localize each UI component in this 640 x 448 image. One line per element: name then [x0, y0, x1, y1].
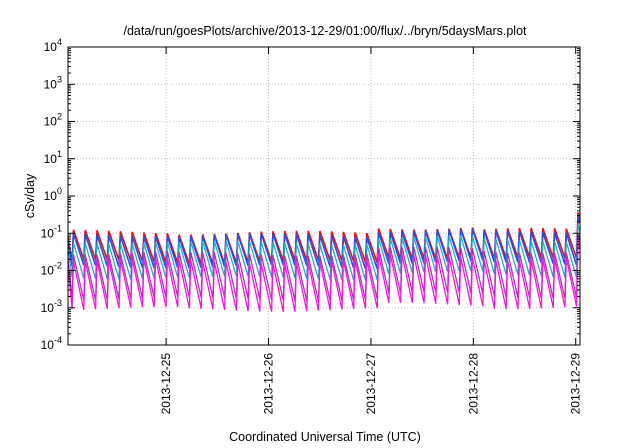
- y-tick-label: 102: [44, 112, 62, 129]
- y-tick-label: 10-3: [41, 298, 62, 315]
- plot-series: [67, 212, 581, 313]
- grid-lines: [68, 47, 580, 345]
- series-line-3: [67, 224, 581, 281]
- y-tick-label: 10-1: [41, 223, 62, 240]
- x-tick-label: 2013-12-25: [159, 353, 173, 415]
- x-tick-label: 2013-12-28: [466, 353, 480, 415]
- y-tick-label: 103: [44, 74, 62, 91]
- y-tick-label: 10-2: [41, 261, 62, 278]
- x-tick-label: 2013-12-27: [364, 353, 378, 415]
- series-line-4: [67, 234, 581, 302]
- y-tick-label: 101: [44, 149, 62, 166]
- chart-title: /data/run/goesPlots/archive/2013-12-29/0…: [123, 24, 527, 38]
- series-line-2: [67, 216, 581, 270]
- axes: 10-4 10-3 10-2 10-1 100 101 102 103 104 2013-12-2…: [41, 37, 583, 414]
- x-tick-label: 2013-12-29: [569, 353, 583, 415]
- y-axis-label: cSv/day: [23, 173, 37, 218]
- x-tick-label: 2013-12-26: [262, 353, 276, 415]
- x-axis-label: Coordinated Universal Time (UTC): [229, 430, 421, 444]
- y-tick-label: 10-4: [41, 335, 62, 352]
- y-tick-label: 100: [44, 186, 62, 203]
- series-line-5: [67, 240, 581, 313]
- y-tick-label: 104: [44, 37, 62, 54]
